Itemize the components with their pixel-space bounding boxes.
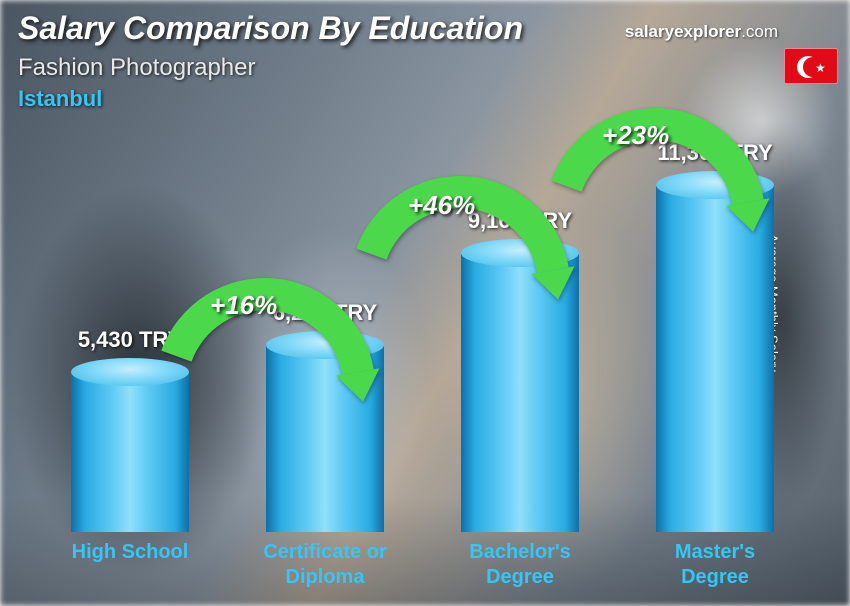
watermark-text: salaryexplorer (625, 22, 741, 41)
bar-chart: 5,430 TRY High School 6,280 TRY Certificate… (30, 108, 800, 588)
chart-subtitle-role: Fashion Photographer (18, 54, 256, 82)
watermark: salaryexplorer.com (625, 22, 778, 42)
watermark-domain: .com (741, 22, 778, 41)
bar-value-label: 6,280 TRY (273, 300, 377, 326)
bar (266, 332, 384, 532)
increase-percent-label: +46% (408, 190, 475, 221)
bar-category-label: Certificate orDiploma (263, 540, 386, 588)
bar (656, 172, 774, 532)
increase-percent-label: +23% (602, 120, 669, 151)
bar-category-label: Bachelor'sDegree (469, 540, 570, 588)
bar-value-label: 5,430 TRY (78, 327, 182, 353)
bar-group: 11,300 TRY Master'sDegree (625, 140, 805, 588)
bar-group: 9,160 TRY Bachelor'sDegree (430, 208, 610, 588)
bar-group: 5,430 TRY High School (40, 327, 220, 588)
chart-container: Salary Comparison By Education Fashion P… (0, 0, 850, 606)
bar-value-label: 11,300 TRY (657, 140, 772, 166)
bar (461, 240, 579, 532)
bar-value-label: 9,160 TRY (468, 208, 572, 234)
bar-category-label: High School (72, 540, 189, 588)
increase-percent-label: +16% (210, 290, 277, 321)
bar-group: 6,280 TRY Certificate orDiploma (235, 300, 415, 588)
turkey-flag-icon: ★ (784, 48, 838, 84)
chart-title: Salary Comparison By Education (18, 10, 523, 47)
bar-category-label: Master'sDegree (675, 540, 755, 588)
bar (71, 359, 189, 532)
